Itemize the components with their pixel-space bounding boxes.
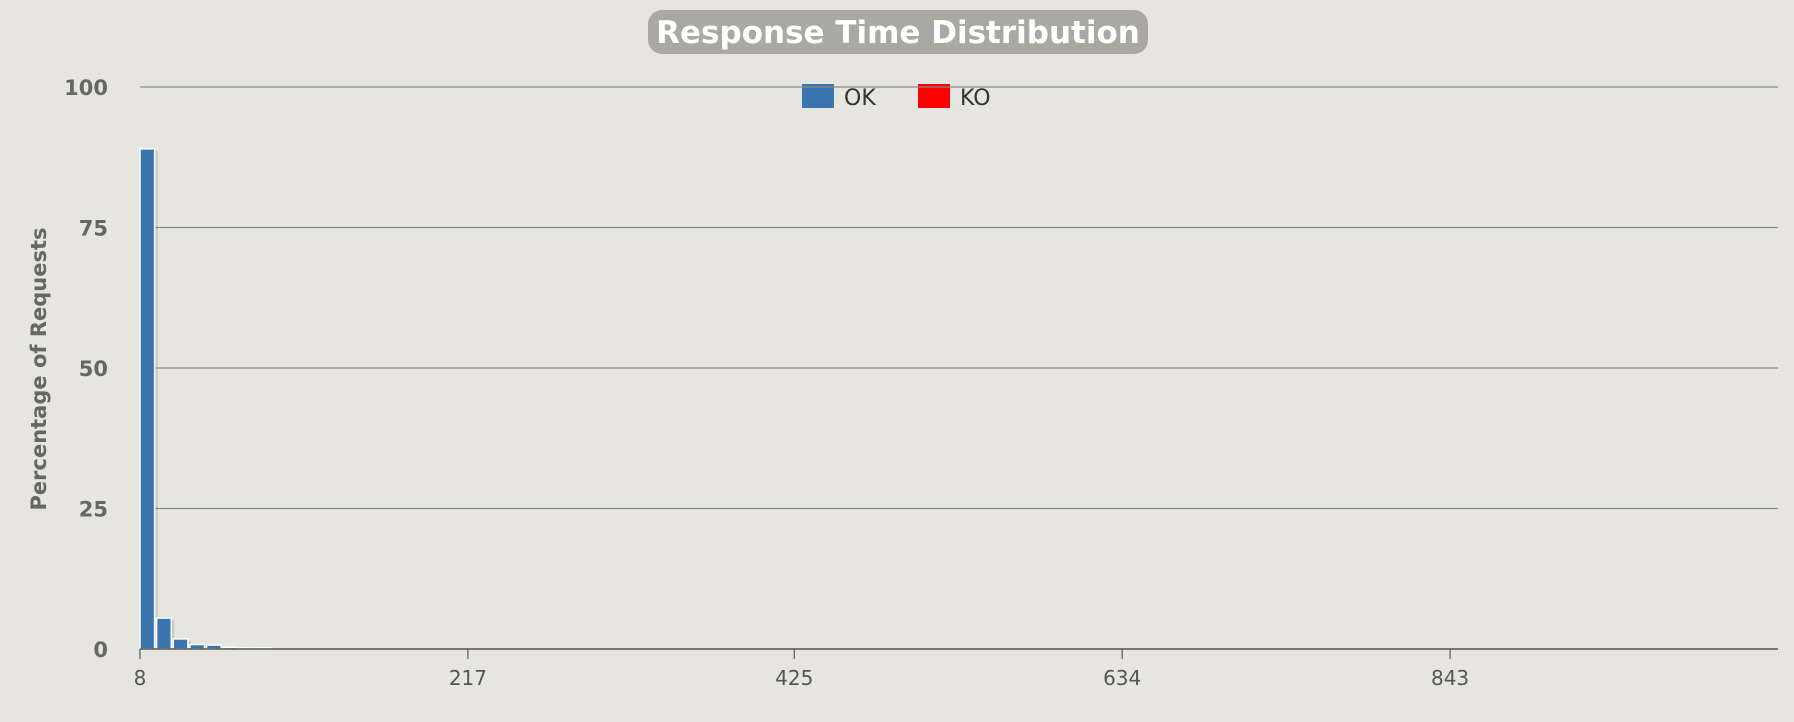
- y-tick-label: 100: [64, 76, 108, 100]
- chart-title: Response Time Distribution: [656, 15, 1140, 51]
- legend-item-ko[interactable]: KO: [918, 84, 991, 111]
- x-axis-ticks: 8 217 425 634 843: [134, 649, 1469, 690]
- legend[interactable]: OK KO: [802, 84, 991, 111]
- x-tick-label: 634: [1103, 666, 1141, 690]
- bar-ok: [139, 148, 156, 650]
- y-tick-label: 75: [79, 217, 108, 241]
- legend-label-ko: KO: [960, 86, 991, 111]
- y-tick-label: 25: [79, 498, 108, 522]
- chart-title-badge: [648, 10, 1148, 54]
- y-axis-label: Percentage of Requests: [27, 228, 51, 511]
- bars: [139, 148, 272, 650]
- x-tick-label: 425: [775, 666, 813, 690]
- legend-item-ok[interactable]: OK: [802, 84, 876, 111]
- y-axis-ticks: 0 25 50 75 100: [64, 76, 108, 662]
- x-tick-label: 217: [449, 666, 487, 690]
- grid-lines: [140, 86, 1778, 510]
- legend-label-ok: OK: [844, 86, 876, 111]
- y-tick-label: 0: [93, 638, 108, 662]
- y-tick-label: 50: [79, 357, 108, 381]
- x-tick-label: 8: [134, 666, 147, 690]
- x-tick-label: 843: [1431, 666, 1469, 690]
- bar-ok: [155, 617, 173, 650]
- legend-swatch-ok: [802, 84, 834, 108]
- bar-ok: [172, 638, 189, 650]
- legend-swatch-ko: [918, 84, 950, 108]
